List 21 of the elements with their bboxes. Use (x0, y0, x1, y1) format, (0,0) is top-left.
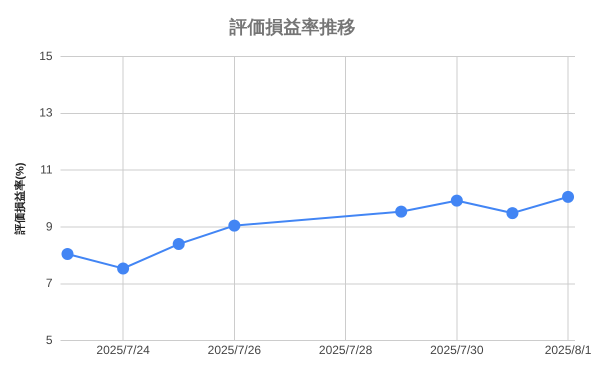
x-tick-label: 2025/8/1 (544, 343, 592, 358)
chart-title: 評価損益率推移 (228, 16, 356, 37)
y-tick-label: 11 (40, 162, 53, 177)
y-tick-label: 15 (39, 48, 53, 63)
y-tick-label: 13 (39, 106, 53, 120)
point (62, 248, 74, 260)
point (117, 262, 130, 274)
point (395, 206, 408, 218)
y-tick-label: 7 (46, 276, 53, 290)
point (506, 207, 518, 220)
y-tick-label: 5 (46, 332, 53, 347)
x-tick-label: 2025/7/28 (318, 343, 373, 358)
point (450, 194, 463, 207)
y-axis-title: 評価損益率(%) (14, 162, 27, 236)
x-tick-label: 2025/7/30 (430, 343, 484, 358)
point (562, 190, 574, 203)
y-tick-label: 9 (46, 219, 53, 234)
point (172, 238, 185, 250)
x-tick-label: 2025/7/26 (208, 343, 262, 358)
point (228, 220, 240, 232)
x-tick-label: 2025/7/24 (96, 343, 150, 358)
